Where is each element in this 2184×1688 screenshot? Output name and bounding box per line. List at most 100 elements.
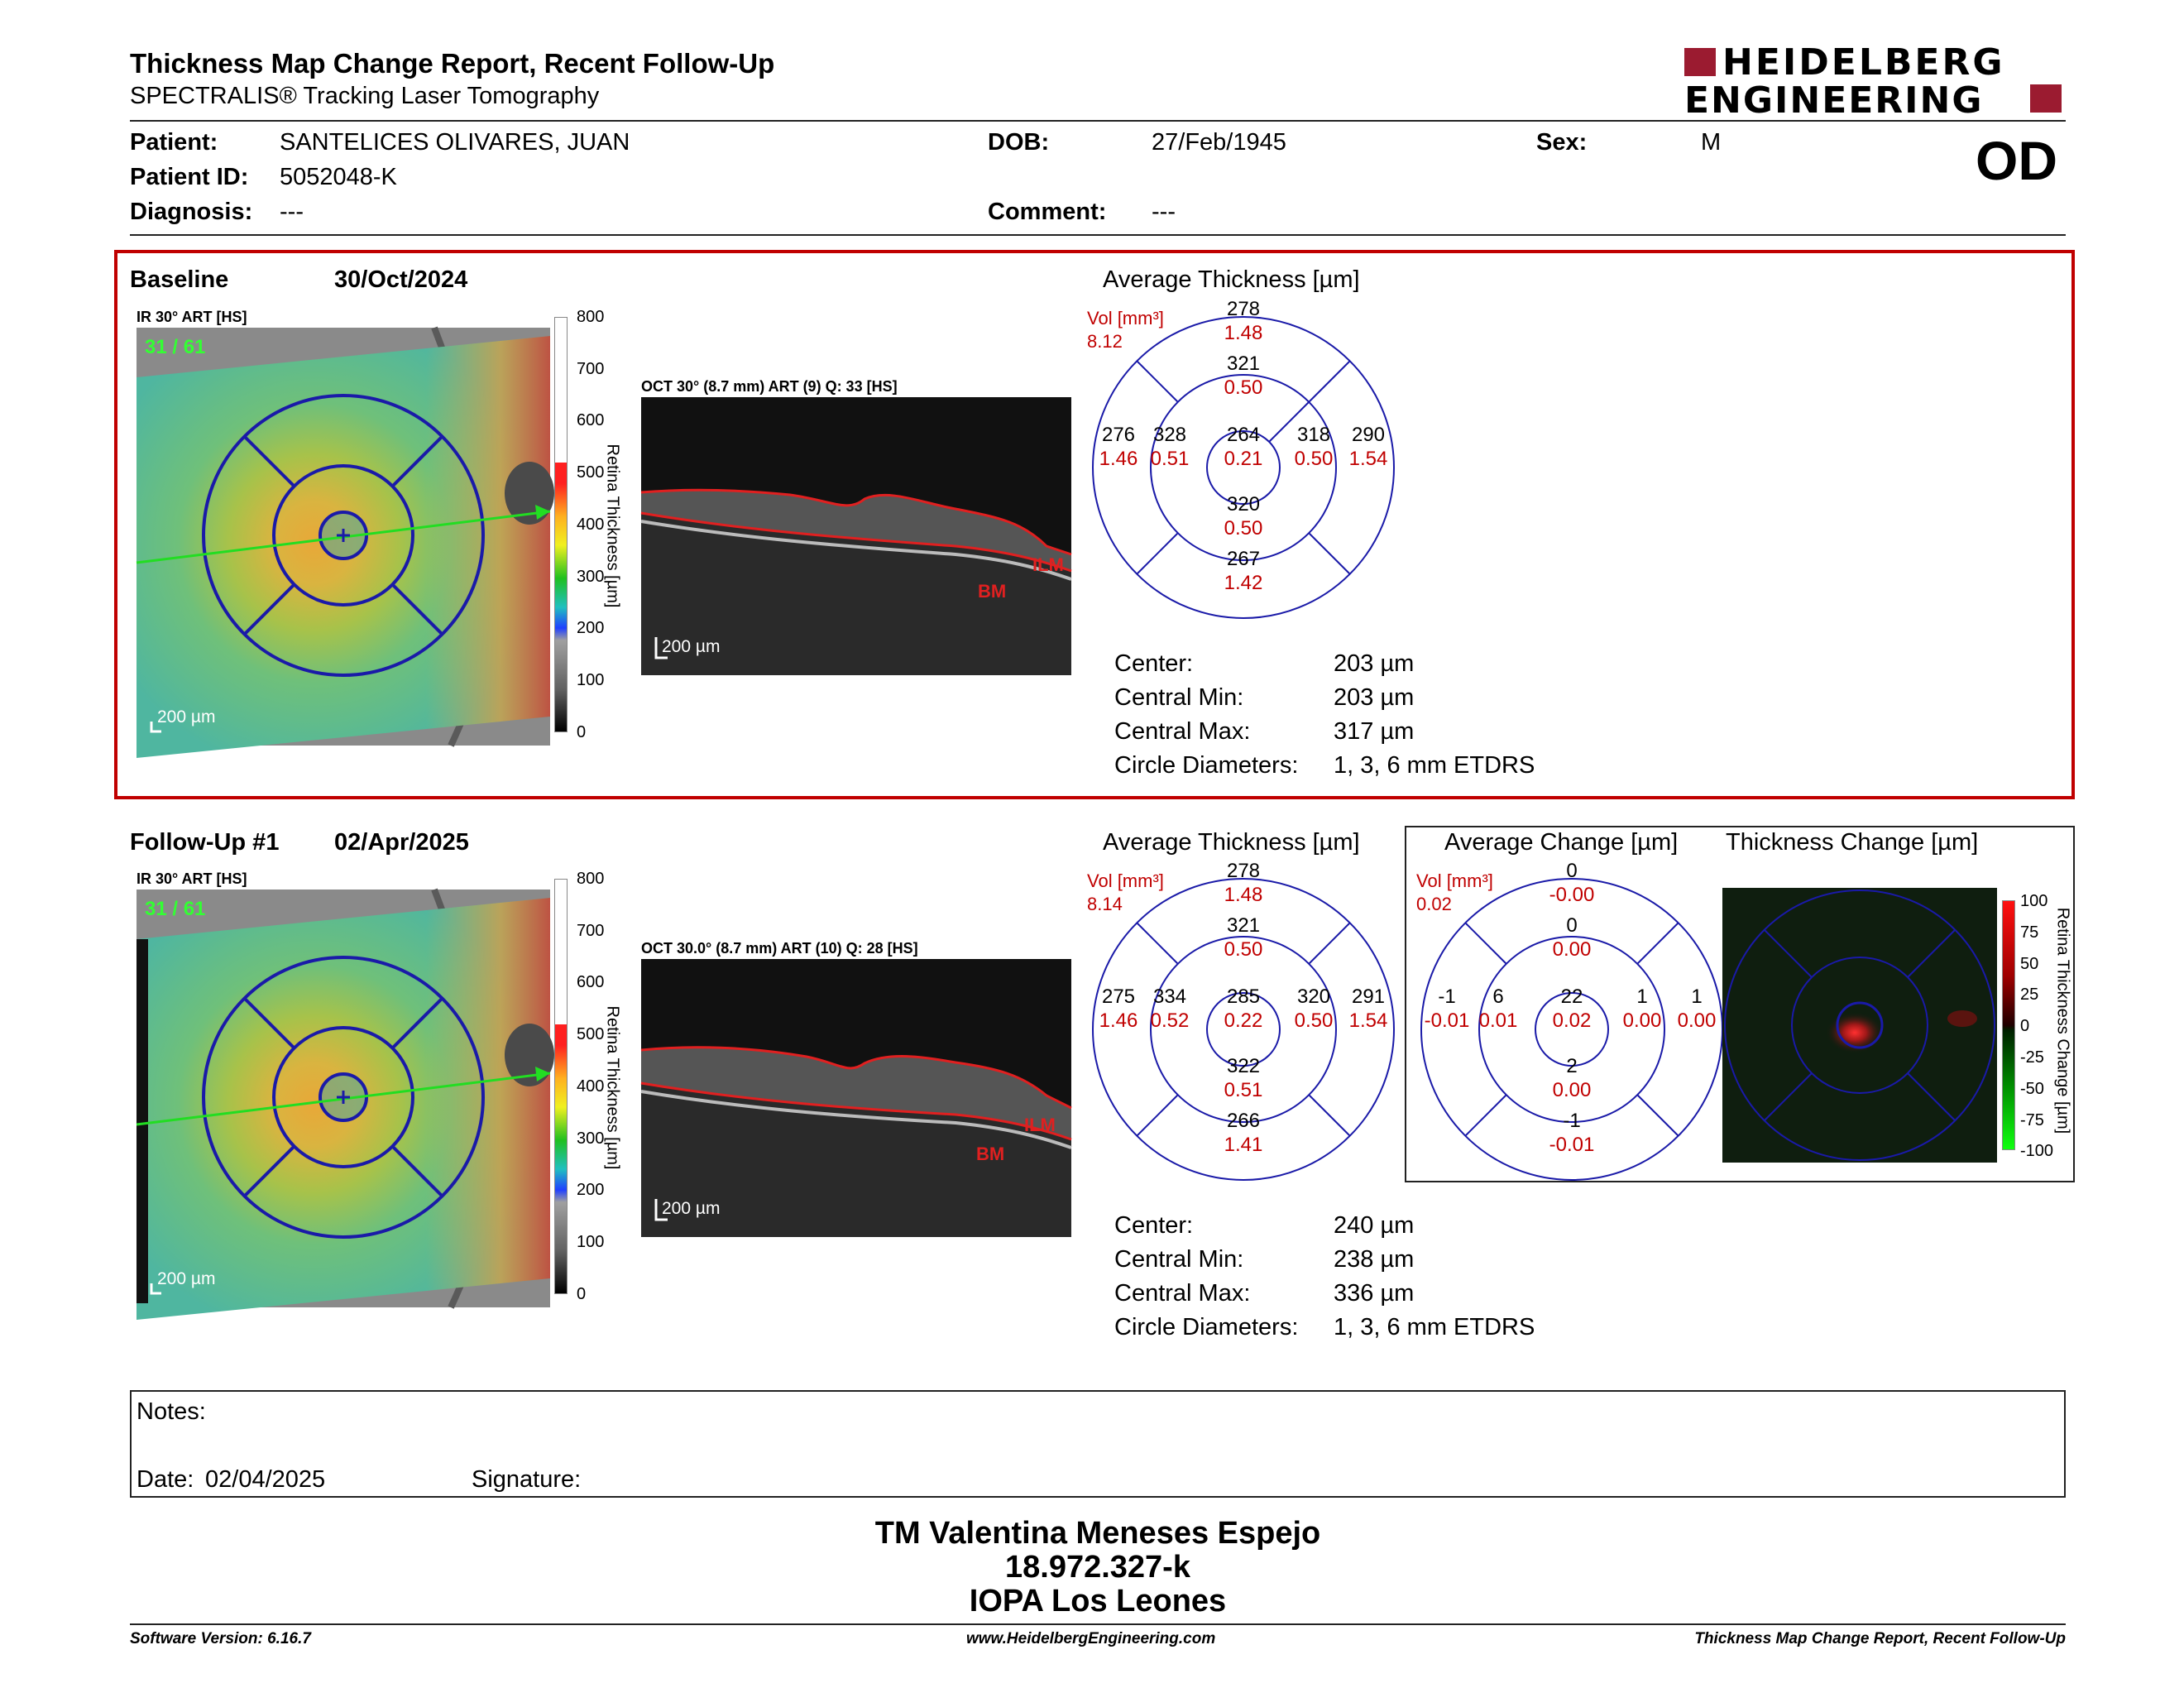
baseline-bm-label: BM	[978, 581, 1007, 602]
thickness-change-title: Thickness Change [µm]	[1726, 829, 1979, 856]
patient-divider	[130, 234, 2066, 236]
grid-volume-inner-left: 0.52	[1150, 1009, 1190, 1032]
grid-thickness-inner-top: 321	[1226, 352, 1261, 375]
grid-volume-center: 0.22	[1224, 1009, 1263, 1032]
grid-volume-outer-left: 1.46	[1099, 448, 1138, 470]
comment-value: ---	[1152, 199, 1176, 225]
followup-frames: 31 / 61	[145, 898, 206, 920]
change-vol-label: Vol [mm³]	[1416, 870, 1493, 891]
patient-name: SANTELICES OLIVARES, JUAN	[280, 129, 630, 156]
followup-colorbar	[554, 879, 568, 1294]
grid-volume-outer-right: 1.54	[1348, 1009, 1388, 1032]
followup-colorbar-tick: 700	[577, 921, 605, 940]
signoff-id: 18.972.327-k	[1005, 1550, 1190, 1585]
heidelberg-logo: HEIDELBERG ENGINEERING	[1684, 41, 2065, 122]
baseline-colorbar-tick: 600	[577, 411, 605, 430]
thickness-change-tick: 75	[2020, 923, 2039, 942]
followup-oct-scan	[640, 959, 1072, 1237]
stat-label: Center:	[1114, 1212, 1194, 1239]
grid-volume-center: 0.21	[1224, 448, 1263, 470]
baseline-oct-scalebar: 200 µm	[662, 637, 721, 656]
baseline-oct-label: OCT 30° (8.7 mm) ART (9) Q: 33 [HS]	[641, 378, 898, 395]
report-title: Thickness Map Change Report, Recent Foll…	[130, 48, 775, 79]
grid-thickness-center: 264	[1226, 424, 1261, 446]
stat-label: Central Min:	[1114, 684, 1244, 711]
change-title: Average Change [µm]	[1444, 829, 1679, 856]
followup-ilm-label: ILM	[1024, 1115, 1056, 1135]
grid-thickness-inner-bottom: 2	[1566, 1055, 1578, 1077]
grid-volume-outer-right: 1.54	[1348, 448, 1388, 470]
stat-value: 317 µm	[1334, 718, 1415, 745]
thickness-change-tick: 50	[2020, 954, 2039, 973]
stat-label: Circle Diameters:	[1114, 1314, 1299, 1340]
diagnosis-label: Diagnosis:	[130, 199, 253, 225]
grid-volume-outer-left: -0.01	[1424, 1009, 1470, 1032]
grid-thickness-outer-left: -1	[1438, 985, 1456, 1008]
thickness-change-map	[1722, 888, 1997, 1163]
followup-fundus-scalebar: 200 µm	[157, 1269, 216, 1288]
baseline-panel	[114, 250, 2075, 799]
baseline-label: Baseline	[130, 266, 229, 293]
grid-thickness-inner-top: 321	[1226, 914, 1261, 937]
grid-thickness-inner-bottom: 322	[1226, 1055, 1261, 1077]
followup-colorbar-tick: 300	[577, 1129, 605, 1148]
eye-indicator: OD	[1976, 130, 2057, 191]
grid-thickness-outer-top: 278	[1226, 298, 1261, 320]
thickness-change-tick: 0	[2020, 1017, 2030, 1036]
dob-value: 27/Feb/1945	[1152, 129, 1286, 156]
baseline-colorbar-title: Retina Thickness [µm]	[603, 444, 622, 608]
grid-thickness-inner-top: 0	[1566, 914, 1578, 937]
baseline-fundus-image	[136, 326, 554, 758]
grid-thickness-outer-left: 275	[1101, 985, 1136, 1008]
followup-date: 02/Apr/2025	[334, 829, 469, 856]
grid-thickness-outer-bottom: -1	[1563, 1110, 1581, 1132]
diagnosis-value: ---	[280, 199, 304, 225]
change-vol-value: 0.02	[1416, 894, 1452, 914]
patient-label: Patient:	[130, 129, 218, 156]
thickness-change-tick: 25	[2020, 985, 2039, 1005]
sex-value: M	[1701, 129, 1722, 156]
grid-volume-inner-right: 0.00	[1622, 1009, 1662, 1032]
grid-thickness-outer-right: 290	[1351, 424, 1386, 446]
followup-colorbar-tick: 500	[577, 1025, 605, 1044]
grid-thickness-inner-bottom: 320	[1226, 493, 1261, 516]
thickness-change-tick: -100	[2020, 1142, 2054, 1161]
sex-label: Sex:	[1536, 129, 1588, 156]
followup-colorbar-tick: 600	[577, 973, 605, 992]
baseline-colorbar-tick: 800	[577, 308, 605, 326]
footer-divider	[130, 1623, 2066, 1625]
baseline-avg-title: Average Thickness [µm]	[1103, 266, 1360, 293]
baseline-colorbar-tick: 0	[577, 722, 587, 741]
signoff-institution: IOPA Los Leones	[969, 1584, 1227, 1618]
thickness-change-tick: -50	[2020, 1079, 2044, 1098]
grid-volume-outer-bottom: -0.01	[1549, 1134, 1595, 1156]
grid-volume-inner-top: 0.00	[1552, 938, 1592, 961]
baseline-fundus-scalebar: 200 µm	[157, 707, 216, 727]
followup-vol-value: 8.14	[1087, 894, 1123, 914]
grid-thickness-outer-bottom: 267	[1226, 548, 1261, 570]
baseline-etdrs-grid	[1092, 316, 1395, 619]
grid-thickness-outer-right: 1	[1691, 985, 1703, 1008]
signature-label: Signature:	[472, 1466, 582, 1493]
notes-date-label: Date:	[136, 1466, 194, 1493]
baseline-colorbar-tick: 700	[577, 359, 605, 378]
stat-value: 336 µm	[1334, 1280, 1415, 1307]
stat-value: 1, 3, 6 mm ETDRS	[1334, 1314, 1535, 1340]
baseline-colorbar-tick: 400	[577, 515, 605, 534]
followup-colorbar-tick: 400	[577, 1077, 605, 1096]
grid-thickness-center: 285	[1226, 985, 1261, 1008]
thickness-change-bar-title: Retina Thickness Change [µm]	[2053, 907, 2072, 1134]
baseline-vol-value: 8.12	[1087, 331, 1123, 352]
grid-thickness-inner-right: 320	[1296, 985, 1331, 1008]
followup-colorbar-title: Retina Thickness [µm]	[603, 1005, 622, 1170]
baseline-fundus-label: IR 30° ART [HS]	[136, 309, 247, 325]
followup-etdrs-grid	[1092, 878, 1395, 1181]
stat-value: 203 µm	[1334, 650, 1415, 677]
header-divider	[130, 120, 2066, 122]
followup-oct-label: OCT 30.0° (8.7 mm) ART (10) Q: 28 [HS]	[641, 940, 918, 957]
grid-thickness-outer-bottom: 266	[1226, 1110, 1261, 1132]
notes-label: Notes:	[136, 1398, 206, 1425]
followup-colorbar-tick: 800	[577, 870, 605, 888]
grid-volume-inner-right: 0.50	[1294, 1009, 1334, 1032]
followup-label: Follow-Up #1	[130, 829, 280, 856]
